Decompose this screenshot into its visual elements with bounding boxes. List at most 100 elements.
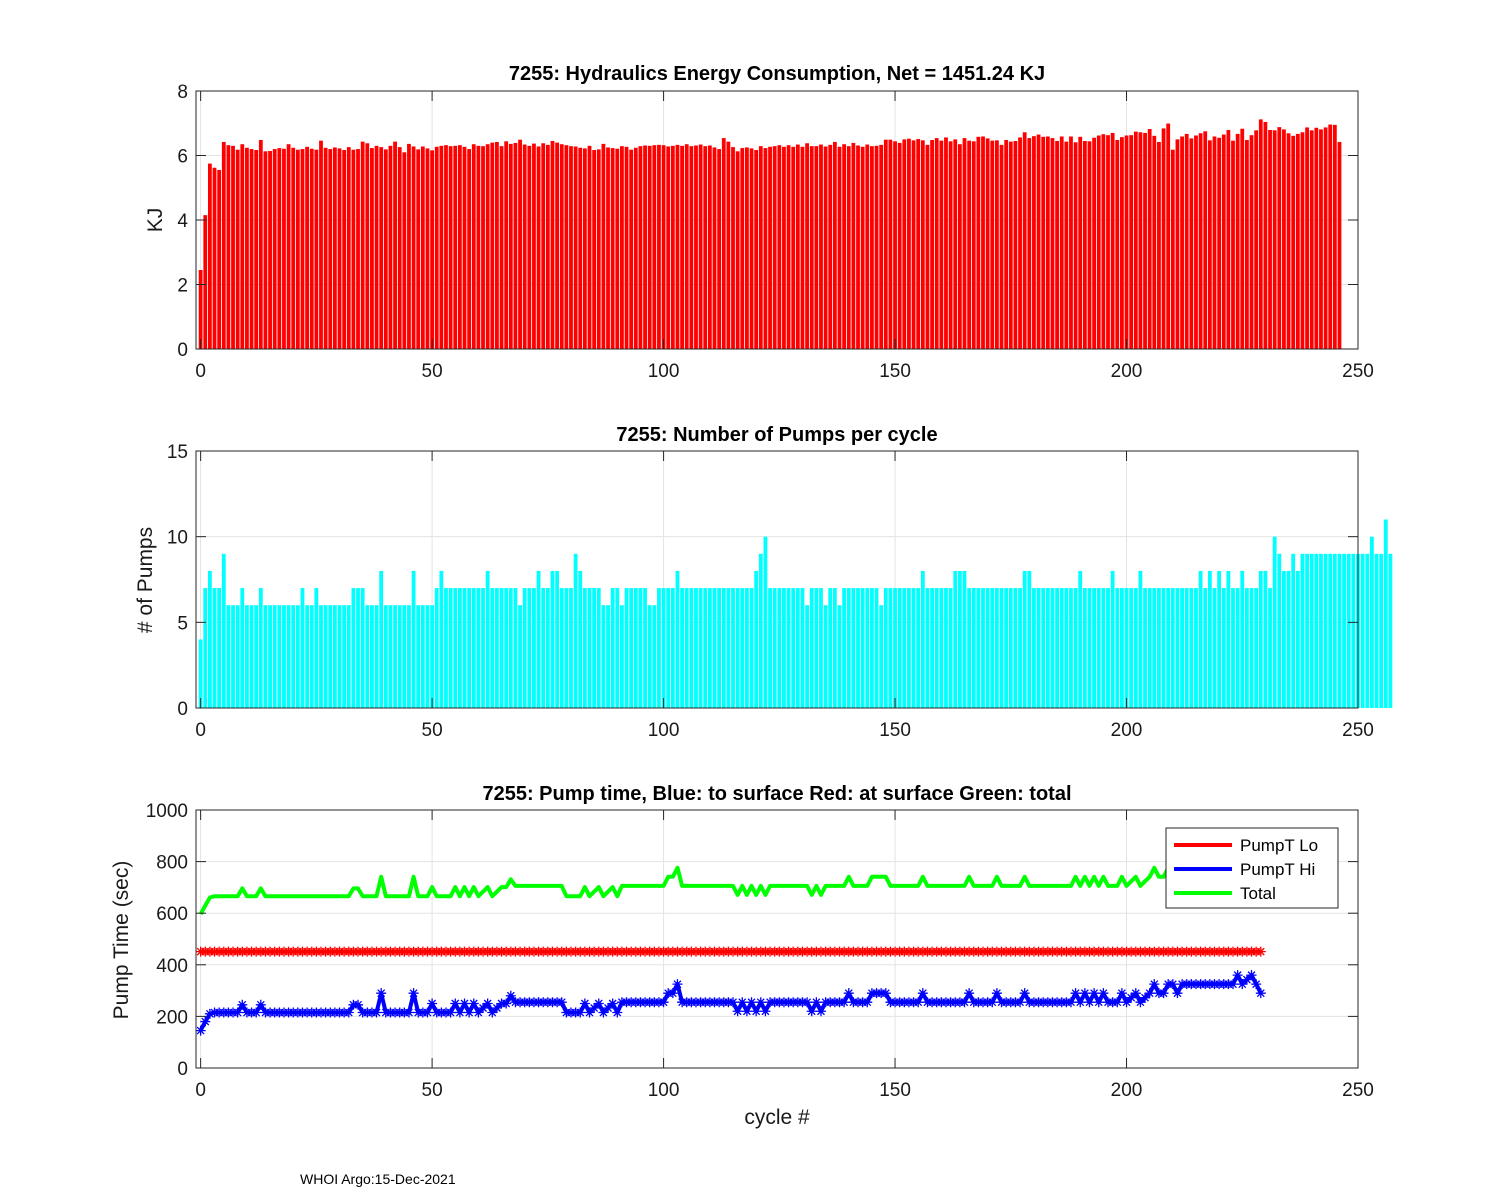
energy-bar <box>1258 119 1263 349</box>
pumps-bar <box>883 588 888 708</box>
energy-bar <box>434 146 439 349</box>
pumps-bar <box>721 588 726 708</box>
energy-bar <box>740 148 745 349</box>
pumpt-hi-marker <box>598 1007 609 1018</box>
pumps-bar <box>536 570 541 708</box>
energy-bar <box>319 140 323 349</box>
pumps-bar <box>1379 553 1384 708</box>
pumps-bar <box>698 588 703 708</box>
pumpt-hi-marker <box>1228 979 1238 990</box>
energy-bar <box>476 145 481 349</box>
pumps-bar <box>1254 588 1259 708</box>
energy-bar <box>573 146 578 349</box>
pumps-bar <box>1096 588 1101 708</box>
energy-bar <box>291 147 296 349</box>
energy-bar <box>717 149 722 349</box>
pumps-bar <box>643 588 647 708</box>
pumps-bar <box>740 588 745 708</box>
pumpt-hi-marker <box>200 1016 211 1027</box>
pumpt-hi-marker <box>913 997 924 1008</box>
pumpt-hi-marker <box>737 997 748 1008</box>
pumps-bar <box>911 588 916 708</box>
pumps-axes-frame <box>195 450 1359 709</box>
pumps-bar <box>198 639 203 708</box>
pumps-bar <box>272 605 277 708</box>
pumps-bar <box>1351 553 1356 708</box>
energy-bar <box>1337 141 1342 349</box>
energy-bar <box>1027 138 1032 349</box>
energy-y-tick-label: 8 <box>177 82 188 103</box>
pumps-bar <box>893 588 897 708</box>
energy-bar <box>1161 128 1166 349</box>
pump-time-y-axis-label: Pump Time (sec) <box>110 861 133 1020</box>
energy-bar <box>360 141 365 349</box>
pumps-bar <box>680 588 684 708</box>
pumps-bar <box>1115 588 1120 708</box>
energy-bar <box>823 146 828 349</box>
energy-bar <box>1170 149 1175 349</box>
pumpt-hi-marker <box>1232 970 1243 981</box>
energy-bar <box>957 144 962 349</box>
energy-bar <box>800 146 805 349</box>
energy-bar <box>379 147 384 349</box>
pumps-bar <box>934 588 939 708</box>
energy-bar <box>1092 137 1097 349</box>
energy-bar <box>300 149 305 349</box>
energy-x-tick-label: 150 <box>879 361 911 382</box>
energy-x-tick-label: 0 <box>195 361 206 382</box>
energy-bar <box>282 148 286 349</box>
pumpt-hi-marker <box>584 1007 595 1018</box>
energy-bar <box>735 151 740 349</box>
pumps-bar <box>805 605 809 708</box>
pump-time-y-tick-label: 800 <box>156 853 188 874</box>
pumps-bar <box>749 588 754 708</box>
energy-bar <box>314 149 319 349</box>
pumps-bar <box>1235 588 1240 708</box>
pumps-bar <box>411 570 416 708</box>
pumps-bar <box>328 605 333 708</box>
pumps-bar <box>323 605 328 708</box>
energy-bar <box>1120 137 1124 349</box>
energy-bar <box>1166 123 1171 349</box>
pumps-bar <box>300 588 305 708</box>
pumps-bar <box>221 553 226 708</box>
energy-bar <box>768 146 772 349</box>
energy-bar <box>582 148 587 349</box>
pump-time-data <box>195 856 1266 1036</box>
energy-bar <box>670 145 675 349</box>
pumps-bar <box>689 588 694 708</box>
energy-bar <box>1240 128 1245 349</box>
pumps-bar <box>1036 588 1041 708</box>
pumps-bar <box>694 588 698 708</box>
energy-bar <box>1189 138 1194 349</box>
pumps-bar <box>1124 588 1129 708</box>
pumpt-hi-marker <box>1149 979 1160 990</box>
pumps-bar <box>1198 570 1203 708</box>
pumpt-hi-marker <box>491 1003 502 1014</box>
pumps-bar <box>217 588 222 708</box>
pumps-bar <box>1078 570 1083 708</box>
energy-bar <box>712 147 717 349</box>
pumps-bar <box>856 588 860 708</box>
pumps-y-tick-label: 5 <box>177 613 188 634</box>
pumpt-hi-marker <box>1126 992 1137 1003</box>
legend-label-pumpt-lo: PumpT Lo <box>1240 836 1318 855</box>
energy-bar <box>1032 136 1036 349</box>
energy-bar <box>1055 140 1059 349</box>
pumpt-hi-marker <box>403 1007 414 1018</box>
pumps-bar <box>541 588 546 708</box>
pumps-bar <box>337 605 342 708</box>
pumps-bar <box>592 588 597 708</box>
pumps-y-tick-label: 15 <box>167 442 188 463</box>
energy-bar <box>245 147 249 349</box>
pumps-y-tick-label: 10 <box>167 528 188 549</box>
pumpt-hi-marker <box>371 1007 382 1018</box>
pumpt-hi-marker <box>195 1025 206 1036</box>
pumps-bar <box>925 588 930 708</box>
pumps-bar <box>504 588 509 708</box>
pumps-bar <box>495 588 499 708</box>
pumps-bar <box>638 588 643 708</box>
pump-time-panel: 0 50 100 150 200 250 0 200 400 600 800 1000 PumpT Lo… <box>110 783 1374 1129</box>
pumpt-hi-marker <box>1065 997 1076 1008</box>
